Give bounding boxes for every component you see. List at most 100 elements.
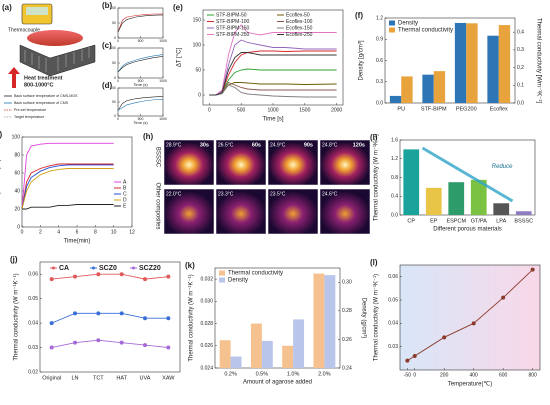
y-tick-label: 0.05	[388, 297, 398, 303]
bar	[293, 319, 305, 368]
line	[209, 24, 337, 96]
x-tick-label: 1.0%	[287, 371, 300, 377]
marker	[73, 274, 77, 279]
x-tick-label: 2000	[331, 107, 342, 113]
legend-label: Back surface temperature of CMS	[14, 101, 69, 105]
y-tick-label: 0.0	[376, 100, 383, 106]
annotation-arrow	[421, 146, 514, 203]
time-label: 90s	[304, 142, 313, 148]
y-axis-label: Thermal conductivity (W m⁻¹K⁻¹)	[189, 274, 195, 361]
temperature-label: 24.9°C	[270, 142, 286, 148]
legend-label: Thermal conductivity	[228, 271, 283, 277]
annotation: Reduce	[492, 164, 513, 170]
x-tick-label: 600	[499, 372, 508, 378]
y-tick-label: 50	[112, 100, 116, 104]
y-axis-label: Temperature (°C)	[0, 159, 2, 205]
temperature-label: 26.5°C	[218, 142, 234, 148]
y-axis-label: ΔT [°C]	[177, 48, 183, 68]
bar	[470, 179, 487, 215]
panel-h: (h) BSSSC 28.9°C 30s 26.5°C 60s 24.9°C 90s 24.8…	[143, 132, 371, 235]
meter-label: Thermocouple	[8, 27, 40, 33]
y-tick-label: 0.6	[376, 58, 383, 64]
marker	[96, 272, 101, 277]
temperature-label: 22.0°C	[166, 191, 182, 197]
y-tick-label: 0.06	[388, 274, 398, 280]
line	[21, 163, 114, 210]
x-tick-label: EP	[430, 218, 438, 224]
bar	[454, 22, 467, 103]
line	[209, 52, 337, 96]
bar	[230, 356, 242, 368]
chart: (f) 0.0 0.3 0.6 0.9 1.2 0.0 0.1 0.2 0.3 0.4 PU STF-B…	[355, 11, 541, 112]
line	[209, 84, 337, 98]
line	[117, 54, 164, 73]
legend-label: Density	[228, 278, 248, 284]
legend-label: CA	[59, 265, 69, 272]
row-label: Other composites	[154, 182, 160, 229]
legend-marker	[132, 266, 135, 270]
x-tick-label: LPA	[496, 218, 506, 224]
x-tick-label: 0	[413, 372, 416, 378]
y-tick-label: 0	[114, 36, 116, 40]
x-axis-label: Temperature(℃)	[448, 382, 492, 388]
marker	[49, 277, 54, 282]
x-tick-label: LN	[71, 375, 78, 381]
x-tick-label: 0	[117, 79, 119, 83]
y-tick-label: 50	[112, 21, 116, 25]
marker	[501, 295, 506, 300]
marker	[96, 338, 101, 343]
line	[51, 312, 169, 324]
y-tick-label: 50	[195, 67, 201, 73]
y-tick-label: 0.04	[388, 321, 398, 327]
x-tick-label: 10	[111, 229, 117, 235]
marker	[166, 274, 171, 279]
y-tick-label: 1.6	[391, 137, 398, 143]
marker	[166, 345, 171, 350]
panel-label: (d)	[102, 81, 113, 90]
x-tick-label: 1000	[159, 39, 167, 43]
line	[209, 39, 337, 96]
y-tick-label: 0.026	[200, 343, 213, 349]
temperature-label: 24.8°C	[322, 142, 338, 148]
x-tick-label: TCT	[93, 375, 104, 381]
thermal-image	[215, 139, 267, 186]
line	[21, 142, 114, 210]
legend-marker	[52, 266, 55, 270]
legend-label: Thermal conductivity	[398, 28, 453, 34]
bar	[425, 187, 442, 215]
x-tick-label: 2.0%	[318, 371, 331, 377]
x-axis-label: Time (s)	[133, 120, 148, 125]
x-tick-label: 0	[117, 117, 119, 121]
y-tick-label: 0.024	[200, 365, 213, 371]
line	[117, 56, 164, 73]
y-tick-label: 100	[12, 134, 21, 140]
x-tick-label: 0	[208, 107, 211, 113]
x-tick-label: 500	[138, 39, 144, 43]
line	[51, 339, 169, 349]
marker	[96, 311, 101, 316]
bar	[324, 275, 336, 368]
y-tick-label: 0.9	[376, 37, 383, 43]
legend-label: A	[123, 179, 127, 185]
bar	[433, 71, 446, 103]
x-tick-label: 0	[21, 229, 24, 235]
bar	[313, 273, 325, 368]
panel-label: (i)	[370, 133, 378, 142]
bar	[493, 203, 510, 215]
chart: (k) 0.024 0.026 0.028 0.030 0.032 0.24 0.26 0.28…	[185, 261, 366, 385]
legend-label: E	[123, 203, 127, 209]
time-label: 30s	[200, 142, 209, 148]
x-tick-label: GT/PA	[471, 218, 487, 224]
x-axis-label: Amount of agarose added	[243, 380, 312, 386]
x-tick-label: 6	[76, 229, 79, 235]
chart: (g) 0 20 40 60 80 100 0 2 4 6 8 10 12 Time(min) Tempera…	[0, 130, 135, 244]
y2-axis-label: Density (g/cm³)	[360, 298, 366, 339]
marker	[119, 311, 124, 316]
marker	[143, 343, 147, 348]
marker	[405, 358, 410, 363]
panel-label: (j)	[10, 255, 18, 264]
y-tick-label: 0.03	[28, 345, 38, 351]
meter-screen	[26, 7, 48, 15]
line	[21, 164, 114, 210]
